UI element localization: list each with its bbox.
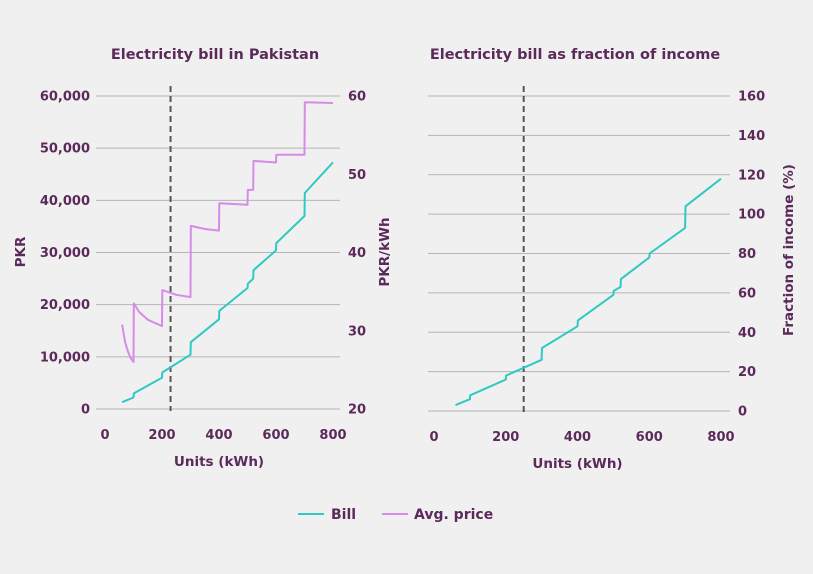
chart0-x-tick-label: 600: [262, 428, 289, 443]
chart0-y-tick-label: 20,000: [40, 298, 90, 313]
chart1-y-axis-label: Fraction of income (%): [781, 164, 797, 336]
chart1-y-tick-label: 0: [738, 405, 747, 420]
chart1-y-tick-label: 100: [738, 208, 765, 223]
chart0-x-tick-label: 400: [205, 428, 232, 443]
chart0-y2-tick-label: 20: [348, 403, 366, 418]
chart0-y-axis-label: PKR: [13, 236, 29, 267]
chart0-y-tick-label: 60,000: [40, 90, 90, 105]
chart0-y-tick-label: 0: [81, 403, 90, 418]
chart1-x-tick-label: 0: [429, 430, 438, 445]
chart1-y-tick-label: 60: [738, 286, 756, 301]
chart0-y2-tick-label: 50: [348, 168, 366, 183]
chart0-y2-axis-label: PKR/kWh: [377, 217, 393, 286]
chart1-x-tick-label: 200: [492, 430, 519, 445]
chart0-title: Electricity bill in Pakistan: [111, 47, 319, 63]
chart0-series-line-bill: [121, 161, 334, 404]
chart1-y-tick-label: 20: [738, 365, 756, 380]
chart1-series-line-bill: [455, 177, 722, 407]
chart0-x-tick-label: 800: [319, 428, 346, 443]
chart0-y-tick-label: 40,000: [40, 194, 90, 209]
chart0-y2-tick-label: 40: [348, 246, 366, 261]
chart1-y-tick-label: 160: [738, 90, 765, 105]
chart1-x-tick-label: 600: [636, 430, 663, 445]
legend-label-avg-price: Avg. price: [414, 507, 493, 523]
chart0-y-tick-label: 30,000: [40, 246, 90, 261]
chart0-y-tick-label: 10,000: [40, 350, 90, 365]
chart0-x-axis-label: Units (kWh): [174, 454, 264, 470]
chart1-y-tick-label: 120: [738, 168, 765, 183]
legend-label-bill: Bill: [331, 507, 356, 523]
chart1-y-tick-label: 80: [738, 247, 756, 262]
chart0-y2-tick-label: 60: [348, 90, 366, 105]
chart1-y-tick-label: 40: [738, 326, 756, 341]
chart0-x-tick-label: 0: [100, 428, 109, 443]
chart0-x-tick-label: 200: [148, 428, 175, 443]
chart0-y-tick-label: 50,000: [40, 142, 90, 157]
chart1-x-axis-label: Units (kWh): [532, 456, 622, 472]
chart1-title: Electricity bill as fraction of income: [430, 47, 721, 63]
chart1-x-tick-label: 400: [564, 430, 591, 445]
chart1-x-tick-label: 800: [707, 430, 734, 445]
chart1-y-tick-label: 140: [738, 129, 765, 144]
chart0-y2-tick-label: 30: [348, 324, 366, 339]
chart0-series-line-avg-price: [121, 101, 334, 364]
